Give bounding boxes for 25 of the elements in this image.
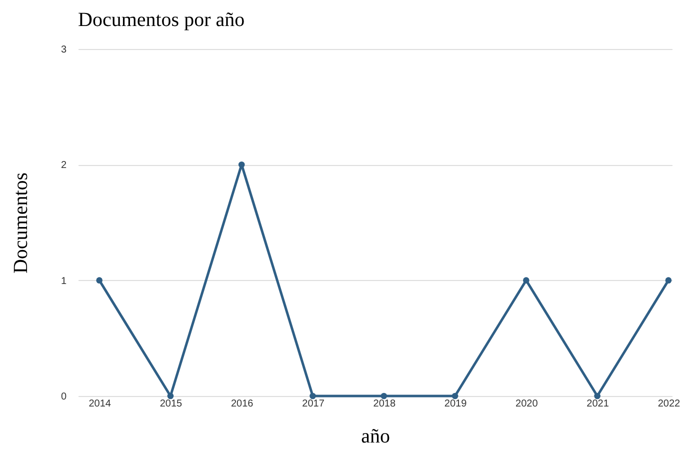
x-tick-label: 2015 xyxy=(160,398,183,410)
y-tick-label: 1 xyxy=(60,276,67,287)
y-tick-label: 3 xyxy=(60,44,67,56)
point xyxy=(167,392,174,400)
point xyxy=(665,277,672,284)
point xyxy=(238,162,245,168)
point xyxy=(594,392,600,400)
point xyxy=(310,392,316,400)
x-tick-label: 2019 xyxy=(444,398,468,410)
x-tick-label: 2014 xyxy=(88,398,112,410)
x-axis-title: año xyxy=(361,426,390,448)
x-tick-label: 2018 xyxy=(373,398,396,410)
point xyxy=(380,392,388,400)
x-tick-label: 2020 xyxy=(516,398,538,410)
x-tick-label: 2021 xyxy=(586,398,610,410)
x-tick-label: 2016 xyxy=(230,398,254,410)
point xyxy=(96,277,103,284)
point xyxy=(452,392,458,400)
x-tick-label: 2017 xyxy=(302,398,325,410)
y-tick-label: 0 xyxy=(60,392,67,402)
point xyxy=(523,277,530,284)
chart-title: Documentos por año xyxy=(78,9,245,31)
y-axis-title: Documentos xyxy=(10,172,32,274)
x-tick-label: 2022 xyxy=(658,398,681,410)
y-tick-label: 2 xyxy=(60,160,67,172)
